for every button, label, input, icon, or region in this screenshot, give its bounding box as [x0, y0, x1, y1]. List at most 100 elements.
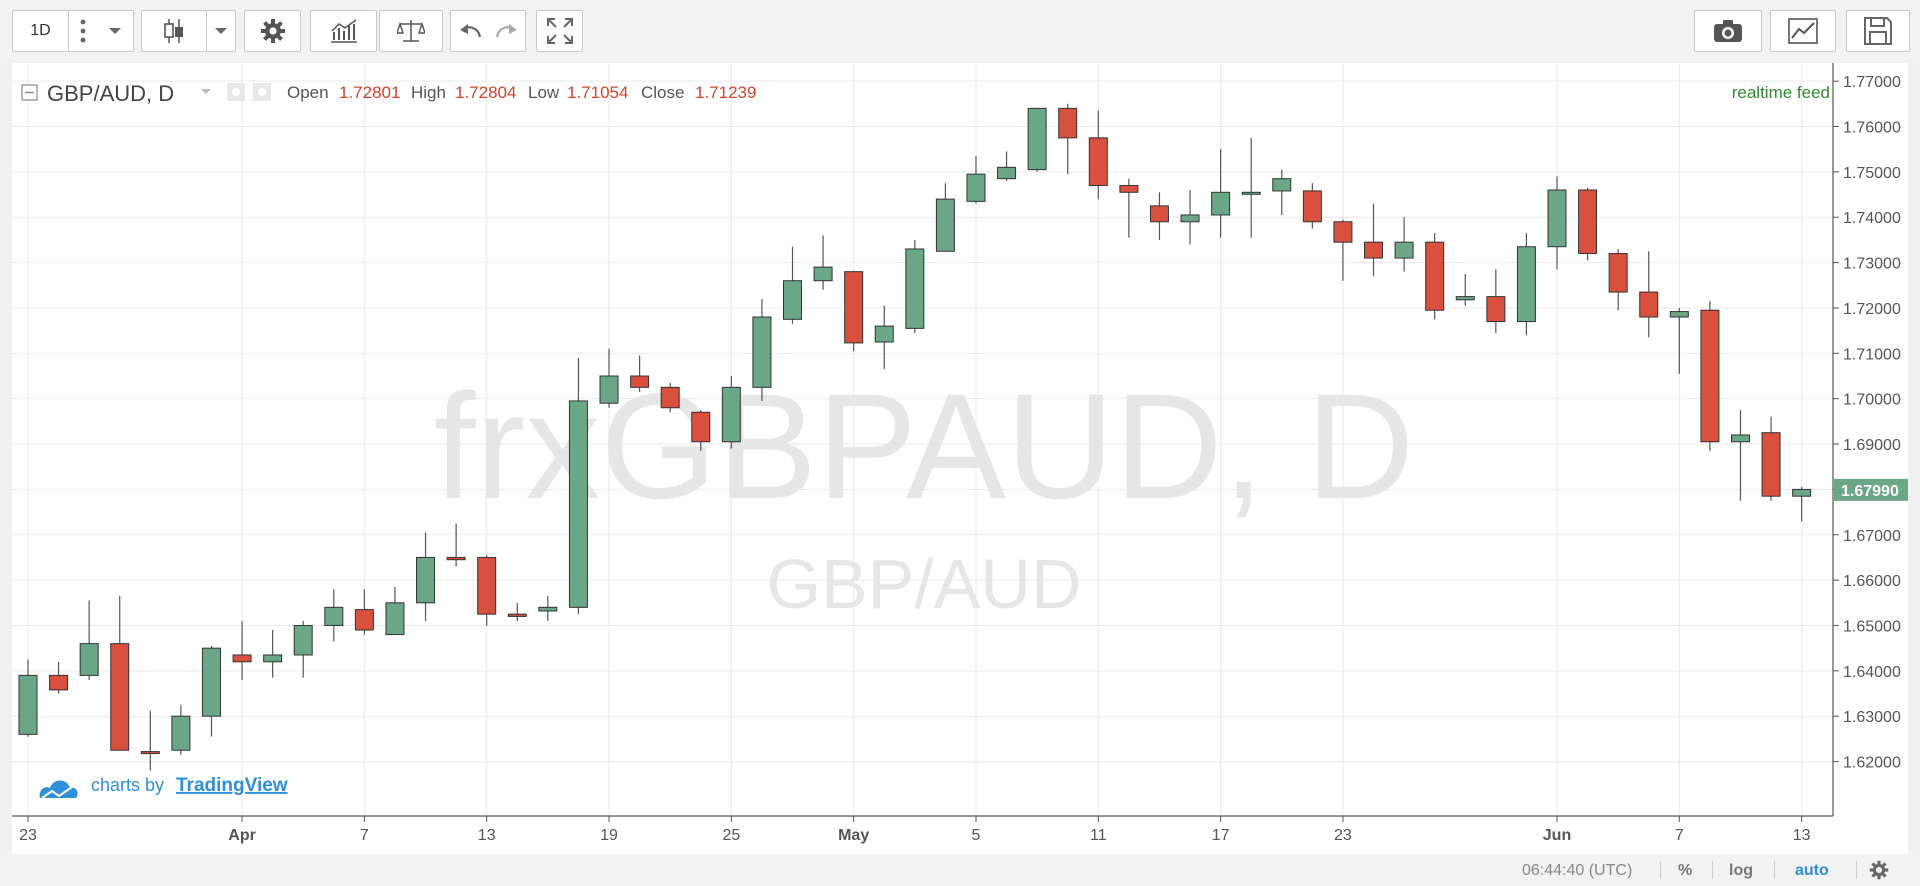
candle-body: [844, 271, 864, 344]
candle-body: [630, 375, 650, 388]
candle: [1608, 248, 1628, 311]
undo-icon[interactable]: [458, 21, 482, 41]
candle-body: [1761, 432, 1781, 497]
high-value: 1.72804: [455, 83, 516, 102]
indicators-button[interactable]: [310, 10, 377, 52]
tradingview-branding[interactable]: charts by TradingView: [39, 775, 288, 799]
candle-body: [1700, 309, 1720, 443]
candle: [1639, 251, 1659, 338]
time-tick-label: 23: [1334, 827, 1352, 844]
status-divider: [1712, 861, 1713, 879]
candle: [324, 589, 344, 642]
candle-body: [293, 624, 313, 656]
candle: [568, 357, 588, 615]
candle-body: [354, 609, 374, 631]
candle-body: [385, 602, 405, 636]
scales-icon: [397, 20, 425, 42]
log-toggle[interactable]: log: [1729, 862, 1753, 879]
candle: [630, 355, 650, 392]
chevron-down-icon: [109, 28, 121, 34]
fullscreen-icon: [546, 18, 573, 44]
branding-prefix: charts by: [91, 775, 164, 795]
chevron-down-icon: [215, 28, 227, 34]
candle-body: [263, 654, 283, 663]
chart-panel[interactable]: frxGBPAUD, D GBP/AUD 1.62000 1.63000 1.640…: [12, 63, 1909, 854]
snapshot-button[interactable]: [1694, 10, 1762, 52]
price-tick-label: 1.71000: [1843, 346, 1901, 363]
candle: [416, 532, 436, 621]
fullscreen-button[interactable]: [536, 10, 583, 52]
candle-body: [660, 386, 680, 409]
price-tick-label: 1.74000: [1843, 210, 1901, 227]
time-tick-label: 11: [1090, 827, 1107, 844]
status-bar: 06:44:40 (UTC) % log auto: [0, 854, 1920, 886]
candle-body: [721, 386, 741, 443]
candle-body: [752, 316, 772, 388]
candle-body: [49, 674, 69, 691]
save-button[interactable]: [1846, 10, 1910, 52]
candle: [1272, 169, 1292, 215]
interval-button[interactable]: 1D: [12, 10, 69, 52]
candle: [1700, 301, 1720, 451]
candle: [1027, 107, 1047, 172]
chart-templates-button[interactable]: [1770, 10, 1836, 52]
time-tick-label: 23: [19, 827, 37, 844]
candle-body: [1211, 191, 1231, 216]
candle-body: [446, 556, 466, 561]
camera-icon: [1714, 20, 1742, 42]
time-tick-label: Jun: [1543, 827, 1571, 844]
interval-more-button[interactable]: [68, 10, 134, 52]
candle-body: [874, 325, 894, 343]
candle-body: [1088, 137, 1108, 186]
redo-icon[interactable]: [495, 21, 519, 41]
candle-body: [507, 613, 527, 617]
candle-body: [1608, 253, 1628, 293]
candle: [1669, 307, 1689, 374]
candle-body: [1302, 190, 1322, 223]
legend-dropdown-icon[interactable]: [201, 89, 211, 94]
realtime-feed-label: realtime feed: [1732, 83, 1830, 102]
low-value: 1.71054: [567, 83, 628, 102]
candle-body: [1669, 311, 1689, 318]
percent-toggle[interactable]: %: [1678, 862, 1693, 879]
candle-body: [416, 556, 436, 604]
price-tick-label: 1.72000: [1843, 301, 1901, 318]
candle: [1578, 187, 1598, 261]
legend-gear-center: [258, 88, 266, 96]
interval-label: 1D: [30, 22, 51, 39]
utc-time[interactable]: 06:44:40 (UTC): [1522, 862, 1633, 879]
candle-body: [538, 606, 558, 612]
candle: [935, 183, 955, 252]
candle: [477, 555, 497, 626]
candle-body: [110, 643, 130, 751]
branding-link[interactable]: TradingView: [176, 775, 288, 796]
candle: [1730, 410, 1750, 501]
compare-button[interactable]: [379, 10, 443, 52]
candle: [1333, 219, 1353, 281]
price-chart[interactable]: frxGBPAUD, D GBP/AUD 1.62000 1.63000 1.640…: [12, 63, 1909, 854]
auto-toggle[interactable]: auto: [1795, 862, 1829, 879]
chart-style-dropdown[interactable]: [206, 10, 236, 52]
indicators-icon: [330, 19, 357, 43]
legend-symbol[interactable]: GBP/AUD, D: [47, 81, 174, 106]
last-price-badge: [1834, 478, 1909, 501]
settings-icon[interactable]: [1869, 860, 1889, 880]
candle: [997, 151, 1017, 181]
legend-eye-pupil: [232, 88, 240, 96]
candle-body: [599, 375, 619, 404]
candle-body: [140, 751, 160, 755]
candle: [1302, 183, 1322, 229]
candle: [783, 246, 802, 324]
candle-body: [1639, 291, 1659, 318]
candle: [721, 375, 741, 449]
candle: [110, 595, 130, 751]
candle: [18, 659, 38, 737]
settings-button[interactable]: [244, 10, 301, 52]
candle: [1119, 178, 1139, 238]
price-axis: 1.62000 1.63000 1.64000 1.65000 1.66000 1.670…: [1833, 74, 1901, 772]
chart-style-button[interactable]: [141, 10, 207, 52]
time-tick-label: May: [838, 827, 869, 844]
candle: [844, 270, 864, 352]
gear-icon: [260, 19, 285, 43]
candle: [1425, 233, 1445, 320]
